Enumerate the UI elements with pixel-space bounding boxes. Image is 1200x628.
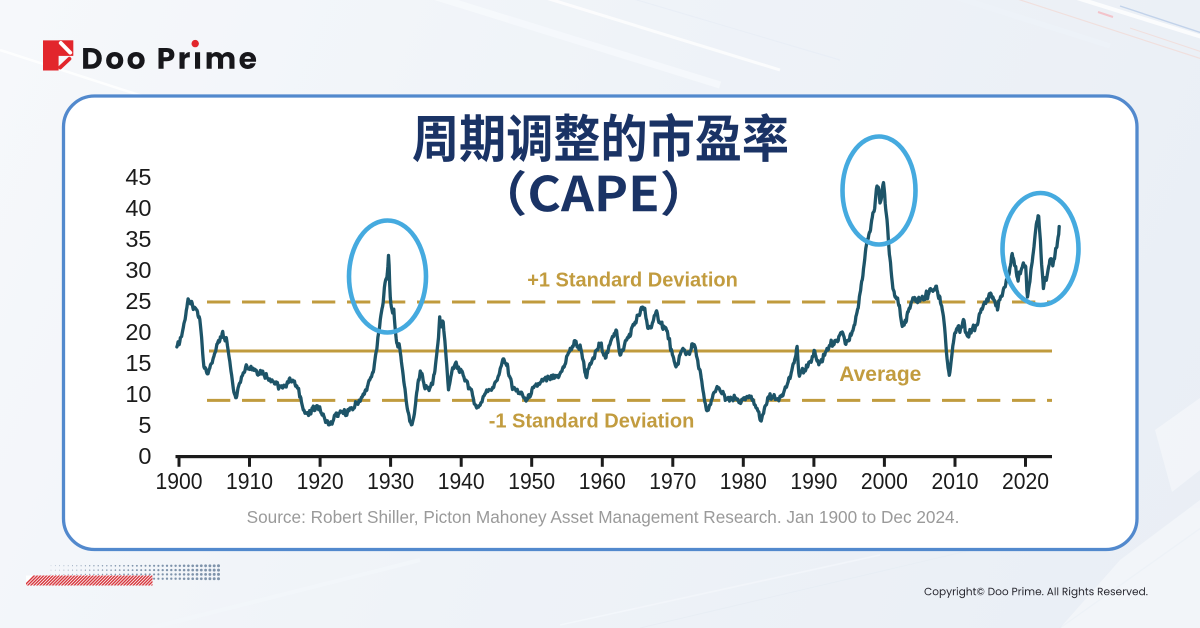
svg-text:20: 20 (125, 319, 151, 345)
svg-text:30: 30 (125, 257, 151, 283)
svg-text:1930: 1930 (367, 468, 414, 494)
svg-text:1940: 1940 (438, 468, 485, 494)
svg-text:10: 10 (125, 381, 151, 407)
svg-text:1950: 1950 (508, 468, 555, 494)
svg-text:25: 25 (125, 288, 151, 314)
svg-text:1960: 1960 (579, 468, 626, 494)
svg-text:Average: Average (839, 363, 921, 386)
svg-text:2010: 2010 (932, 468, 979, 494)
svg-text:-1 Standard Deviation: -1 Standard Deviation (489, 411, 695, 433)
svg-text:2000: 2000 (861, 468, 908, 494)
svg-text:+1 Standard Deviation: +1 Standard Deviation (527, 270, 738, 292)
svg-text:35: 35 (125, 226, 151, 252)
svg-text:0: 0 (138, 443, 151, 469)
svg-text:40: 40 (125, 195, 151, 221)
svg-text:Source: Robert Shiller, Picton: Source: Robert Shiller, Picton Mahoney A… (247, 507, 960, 527)
svg-text:45: 45 (125, 164, 151, 190)
svg-text:5: 5 (138, 412, 151, 438)
svg-text:1980: 1980 (720, 468, 767, 494)
svg-text:1900: 1900 (156, 468, 203, 494)
svg-text:1990: 1990 (790, 468, 837, 494)
svg-text:1920: 1920 (297, 468, 344, 494)
svg-text:2020: 2020 (1002, 468, 1049, 494)
svg-text:1970: 1970 (649, 468, 696, 494)
svg-text:1910: 1910 (226, 468, 273, 494)
svg-text:15: 15 (125, 350, 151, 376)
